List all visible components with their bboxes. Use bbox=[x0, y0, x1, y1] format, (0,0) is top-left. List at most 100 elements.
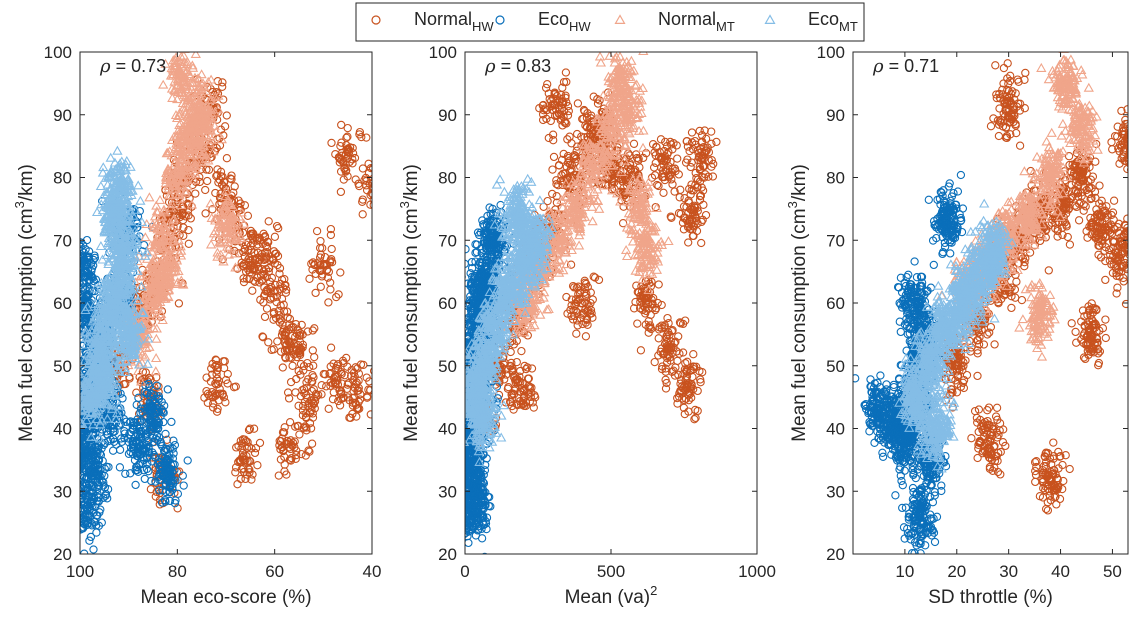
data-point bbox=[358, 164, 368, 173]
data-point bbox=[212, 407, 222, 416]
data-point bbox=[126, 216, 137, 226]
data-point bbox=[163, 385, 172, 394]
data-point bbox=[65, 250, 72, 257]
data-point bbox=[113, 162, 124, 172]
data-point bbox=[255, 233, 264, 243]
data-point bbox=[216, 134, 227, 144]
data-point bbox=[326, 230, 336, 240]
data-point bbox=[374, 214, 381, 221]
y-tick-label: 30 bbox=[53, 482, 72, 501]
data-point bbox=[374, 164, 381, 171]
data-point bbox=[173, 174, 185, 184]
data-point bbox=[215, 249, 227, 259]
data-point bbox=[111, 408, 123, 418]
data-point bbox=[156, 265, 167, 275]
data-point bbox=[189, 174, 200, 184]
data-point bbox=[82, 252, 91, 261]
data-point bbox=[110, 372, 121, 382]
data-point bbox=[146, 418, 155, 427]
data-point bbox=[366, 163, 372, 173]
data-point bbox=[118, 312, 129, 322]
data-point bbox=[163, 189, 175, 199]
data-point bbox=[376, 187, 383, 194]
data-point bbox=[113, 210, 124, 220]
data-point bbox=[201, 209, 210, 218]
data-point bbox=[80, 433, 81, 439]
data-point bbox=[362, 133, 371, 142]
data-point bbox=[386, 195, 393, 202]
data-point bbox=[310, 404, 319, 413]
data-point bbox=[206, 109, 218, 119]
data-point bbox=[174, 299, 184, 308]
data-point bbox=[259, 298, 268, 307]
data-point bbox=[120, 366, 132, 376]
data-point bbox=[143, 403, 152, 413]
data-point bbox=[175, 186, 186, 196]
data-point bbox=[68, 443, 75, 450]
data-point bbox=[109, 352, 121, 362]
data-point bbox=[134, 447, 144, 456]
data-point bbox=[324, 404, 333, 413]
data-point bbox=[97, 167, 109, 177]
data-point bbox=[187, 110, 198, 120]
data-point bbox=[198, 81, 209, 91]
data-point bbox=[364, 159, 372, 168]
data-point bbox=[317, 390, 326, 399]
data-point bbox=[119, 289, 130, 299]
data-point bbox=[91, 324, 103, 334]
data-point bbox=[130, 353, 141, 363]
data-point bbox=[298, 401, 308, 411]
data-point bbox=[157, 314, 168, 325]
data-point bbox=[302, 423, 311, 432]
data-point bbox=[237, 444, 246, 453]
data-point bbox=[196, 69, 207, 79]
data-point bbox=[80, 452, 82, 459]
data-point bbox=[222, 194, 234, 204]
data-point bbox=[86, 532, 96, 542]
data-point bbox=[251, 254, 260, 264]
data-point bbox=[97, 354, 108, 364]
data-point bbox=[258, 332, 267, 341]
data-point bbox=[212, 356, 221, 365]
data-point bbox=[196, 156, 207, 166]
data-point bbox=[246, 241, 255, 251]
data-point bbox=[106, 267, 117, 277]
data-point bbox=[94, 456, 104, 465]
data-point bbox=[178, 64, 189, 74]
data-point bbox=[162, 147, 173, 157]
data-point bbox=[100, 389, 111, 399]
data-point bbox=[137, 307, 148, 317]
data-point bbox=[97, 254, 108, 264]
data-point bbox=[140, 387, 149, 397]
data-point bbox=[107, 367, 118, 377]
data-point bbox=[80, 267, 82, 274]
data-point bbox=[89, 364, 100, 374]
data-point bbox=[171, 255, 183, 265]
data-point bbox=[218, 256, 229, 266]
data-point bbox=[99, 214, 111, 224]
data-point bbox=[264, 217, 273, 226]
data-point bbox=[113, 365, 125, 375]
data-point bbox=[69, 411, 76, 418]
data-point bbox=[152, 240, 163, 250]
data-point bbox=[107, 314, 118, 324]
data-point bbox=[195, 142, 207, 152]
data-point bbox=[134, 467, 143, 476]
data-point bbox=[308, 346, 317, 355]
data-point bbox=[68, 253, 75, 260]
data-point bbox=[132, 465, 142, 475]
data-point bbox=[120, 429, 129, 438]
data-point bbox=[179, 105, 190, 115]
data-point bbox=[96, 277, 107, 287]
data-point bbox=[68, 448, 75, 455]
data-point bbox=[157, 498, 167, 507]
data-point bbox=[380, 184, 387, 191]
data-point bbox=[80, 330, 85, 339]
data-point bbox=[80, 409, 81, 410]
data-point bbox=[140, 312, 151, 322]
data-point bbox=[209, 120, 220, 130]
data-point bbox=[112, 298, 123, 308]
data-point bbox=[294, 366, 303, 376]
data-point bbox=[135, 206, 144, 216]
